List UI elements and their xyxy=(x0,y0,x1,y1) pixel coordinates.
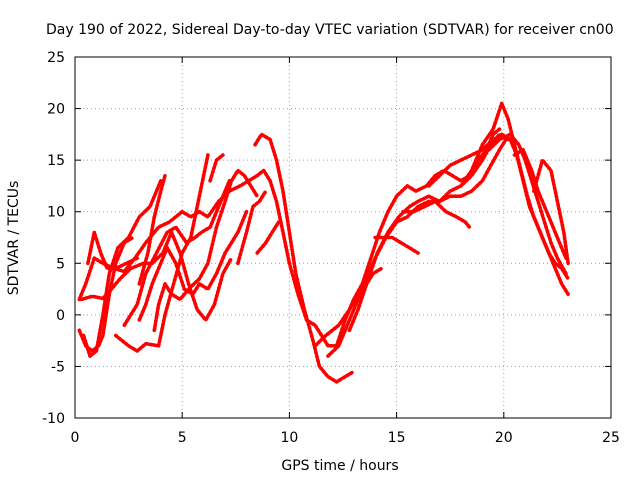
series-arc-11 xyxy=(208,153,225,183)
x-tick-label: 15 xyxy=(388,430,406,446)
series-arc-19 xyxy=(373,235,420,255)
series-arc-15 xyxy=(313,266,384,348)
series-arc-13 xyxy=(255,220,281,255)
plot-frame xyxy=(74,56,612,419)
series-arc-20 xyxy=(401,199,472,229)
y-tick-label: -5 xyxy=(51,359,65,375)
data-series xyxy=(77,101,570,384)
y-tick-label: 10 xyxy=(47,205,65,221)
series-arc-6 xyxy=(113,153,210,353)
series-arc-12 xyxy=(236,189,268,266)
y-tick-label: 0 xyxy=(56,308,65,324)
y-tick-label: 15 xyxy=(47,153,65,169)
x-tick-labels: 0 5 10 15 20 25 xyxy=(71,430,620,446)
y-tick-label: -10 xyxy=(42,411,65,427)
y-axis-label: SDTVAR / TECUs xyxy=(6,181,22,296)
series-arc-25 xyxy=(512,148,568,260)
series-arc-5 xyxy=(86,230,139,271)
x-tick-label: 0 xyxy=(71,430,80,446)
y-tick-label: 20 xyxy=(47,102,65,118)
y-tick-label: 5 xyxy=(56,256,65,272)
series-arc-14 xyxy=(253,132,356,384)
series-arc-7 xyxy=(122,179,232,327)
grid xyxy=(75,57,611,418)
x-tick-label: 25 xyxy=(602,430,620,446)
x-axis-label: GPS time / hours xyxy=(281,458,398,474)
series-arc-16 xyxy=(334,127,502,348)
series-arc-8 xyxy=(137,209,249,322)
series-arc-24 xyxy=(499,132,570,281)
series-arc-3 xyxy=(81,179,163,358)
series-arc-17 xyxy=(326,132,510,358)
chart-title: Day 190 of 2022, Sidereal Day-to-day VTE… xyxy=(46,22,614,38)
series-arc-18 xyxy=(347,137,508,333)
series-arc-10 xyxy=(137,173,167,286)
axis-ticks xyxy=(74,56,612,419)
series-arc-9 xyxy=(152,168,259,333)
series-arc-26 xyxy=(532,158,570,266)
series-arc-22 xyxy=(459,101,570,296)
x-tick-label: 5 xyxy=(178,430,187,446)
x-tick-label: 20 xyxy=(495,430,513,446)
y-tick-labels: -10 -5 0 5 10 15 20 25 xyxy=(42,50,65,427)
series-arc-4 xyxy=(79,230,234,322)
series-arc-21 xyxy=(427,132,506,188)
y-tick-label: 25 xyxy=(47,50,65,66)
x-tick-label: 10 xyxy=(280,430,298,446)
